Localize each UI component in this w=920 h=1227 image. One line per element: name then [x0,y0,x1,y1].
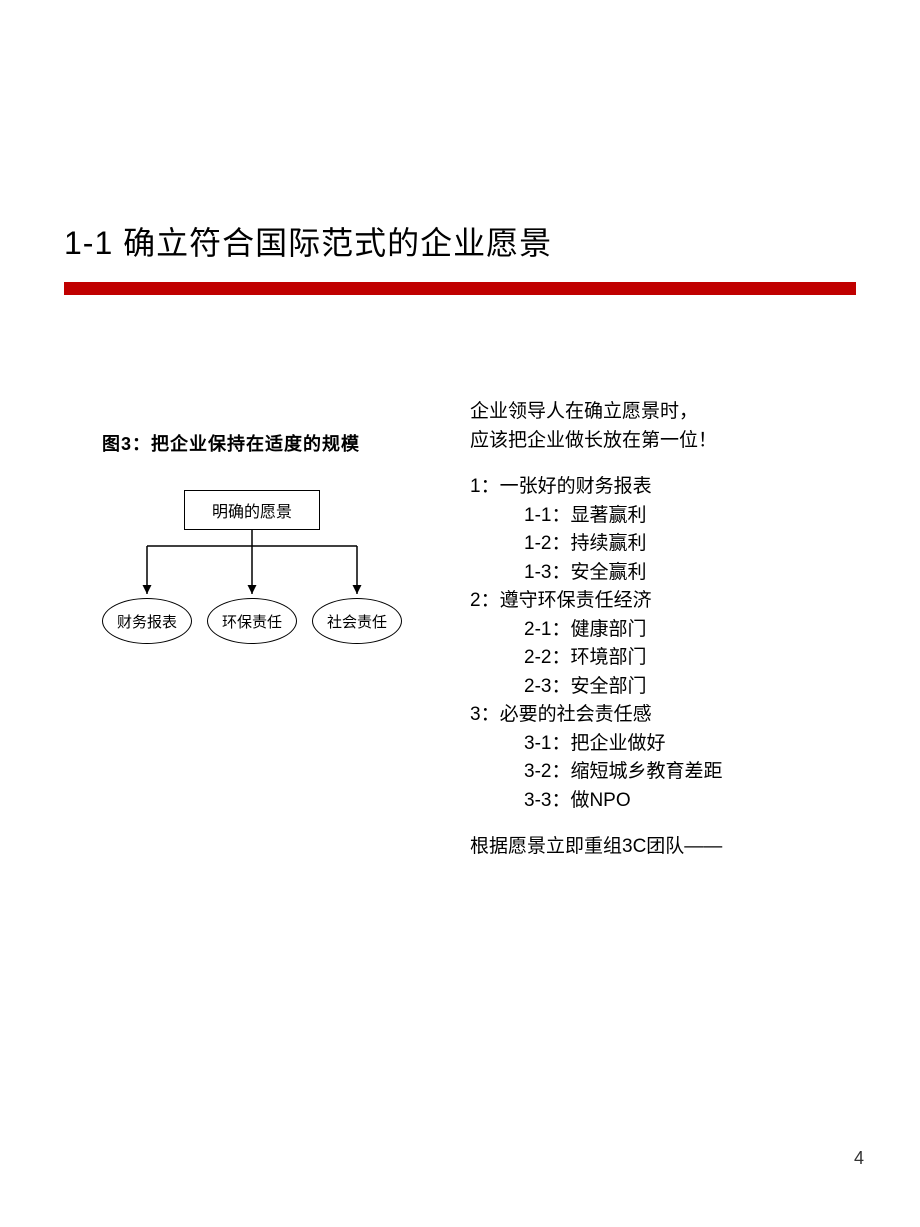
section-sub: 2-3：安全部门 [470,673,722,702]
section-sub: 2-1：健康部门 [470,616,722,645]
flowchart-child-label: 社会责任 [327,611,387,632]
accent-bar [64,282,856,295]
flowchart-root-node: 明确的愿景 [184,490,320,530]
flowchart-child-node: 财务报表 [102,598,192,644]
section-sub: 1-3：安全赢利 [470,559,722,588]
outline-section: 2：遵守环保责任经济 2-1：健康部门 2-2：环境部门 2-3：安全部门 [470,587,722,701]
section-sub: 3-1：把企业做好 [470,730,722,759]
section-label: 3：必要的社会责任感 [470,701,722,730]
section-label: 2：遵守环保责任经济 [470,587,722,616]
section-sub: 1-1：显著赢利 [470,502,722,531]
flowchart: 明确的愿景 财务报表 环保责任 社会责任 [102,490,422,690]
section-sub: 1-2：持续赢利 [470,530,722,559]
flowchart-child-node: 社会责任 [312,598,402,644]
figure-caption: 图3：把企业保持在适度的规模 [102,430,360,456]
section-sub: 3-3：做NPO [470,787,722,816]
section-sub: 3-2：缩短城乡教育差距 [470,758,722,787]
outline-intro: 企业领导人在确立愿景时， 应该把企业做长放在第一位！ [470,398,722,455]
outline-footnote: 根据愿景立即重组3C团队—— [470,833,722,862]
section-sub: 2-2：环境部门 [470,644,722,673]
text-line: 应该把企业做长放在第一位！ [470,427,722,456]
section-label: 1：一张好的财务报表 [470,473,722,502]
title-block: 1-1 确立符合国际范式的企业愿景 [64,218,856,295]
text-line: 企业领导人在确立愿景时， [470,398,722,427]
outline-text: 企业领导人在确立愿景时， 应该把企业做长放在第一位！ 1：一张好的财务报表 1-… [470,398,722,862]
page-title: 1-1 确立符合国际范式的企业愿景 [64,218,856,264]
flowchart-child-label: 财务报表 [117,611,177,632]
outline-section: 1：一张好的财务报表 1-1：显著赢利 1-2：持续赢利 1-3：安全赢利 [470,473,722,587]
flowchart-child-node: 环保责任 [207,598,297,644]
slide: 1-1 确立符合国际范式的企业愿景 图3：把企业保持在适度的规模 明确的愿景 财… [0,0,920,1227]
page-number: 4 [854,1148,864,1169]
flowchart-root-label: 明确的愿景 [212,498,292,522]
outline-section: 3：必要的社会责任感 3-1：把企业做好 3-2：缩短城乡教育差距 3-3：做N… [470,701,722,815]
flowchart-child-label: 环保责任 [222,611,282,632]
